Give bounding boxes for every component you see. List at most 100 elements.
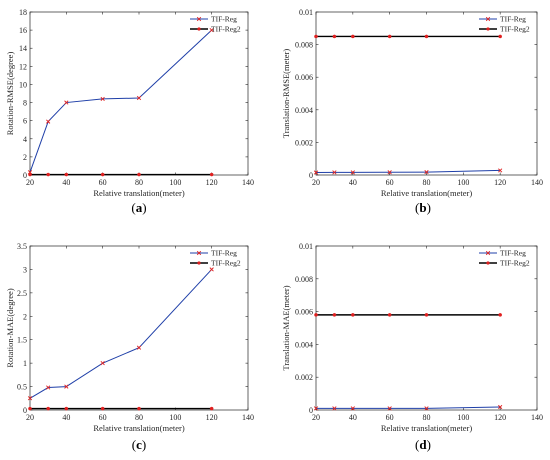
x-tick-label: 100 — [169, 413, 181, 422]
panel-caption: (c) — [132, 437, 146, 452]
y-tick-label: 10 — [19, 80, 27, 89]
data-point-series-1 — [136, 95, 142, 101]
data-point-series-1 — [313, 170, 319, 175]
x-tick-label: 120 — [206, 413, 218, 422]
data-point-series-2 — [314, 313, 318, 317]
legend-marker-1 — [196, 250, 202, 256]
panel-caption: (d) — [415, 437, 431, 452]
data-point-series-2 — [332, 313, 337, 317]
data-point-series-2 — [209, 172, 214, 177]
y-tick-label: 0.01 — [299, 8, 313, 17]
x-tick-label: 40 — [349, 413, 357, 422]
x-tick-label: 120 — [206, 178, 218, 187]
x-tick-label: 140 — [242, 413, 254, 422]
x-tick-label: 100 — [457, 178, 469, 187]
data-point-series-1 — [350, 170, 355, 175]
data-point-series-2 — [64, 406, 69, 411]
legend-marker-1 — [485, 16, 491, 22]
legend-marker-2 — [197, 261, 201, 265]
x-tick-label: 140 — [242, 178, 254, 187]
y-tick-label: 0.006 — [295, 73, 313, 82]
chart-panel-3: 20 40 60 80 100 120 140 0 0.5 1 1.5 2 2.5 3 3.5 Relativ… — [5, 242, 254, 452]
legend-marker-2 — [197, 27, 201, 31]
legend-label-1: TIF-Reg — [500, 249, 526, 258]
x-tick-label: 100 — [457, 413, 469, 422]
series-line-1 — [315, 169, 501, 174]
data-point-series-2 — [498, 313, 502, 317]
data-point-series-1 — [350, 406, 355, 411]
x-tick-label: 60 — [386, 178, 394, 187]
y-tick-label: 2 — [23, 153, 27, 162]
x-tick-label: 120 — [494, 178, 506, 187]
y-tick-label: 0 — [309, 171, 313, 180]
series-line-1 — [316, 406, 501, 409]
y-tick-label: 3.5 — [17, 242, 27, 251]
legend-label-1: TIF-Reg — [211, 15, 237, 24]
chart-panel-4: 20 40 60 80 100 120 140 0 0.002 0.004 0.006 0.008 0.… — [281, 242, 543, 452]
legend-label-2: TIF-Reg2 — [500, 25, 530, 34]
panel-caption: (b) — [415, 200, 431, 215]
data-point-series-1 — [100, 96, 105, 102]
legend-label-2: TIF-Reg2 — [500, 259, 530, 268]
y-tick-label: 0 — [23, 406, 27, 415]
y-tick-label: 4 — [23, 135, 27, 144]
data-point-series-2 — [28, 172, 32, 177]
plot-frame — [29, 245, 249, 411]
data-point-series-1 — [332, 170, 337, 175]
x-tick-label: 20 — [312, 413, 320, 422]
x-axis-label: Relative translation(meter) — [93, 423, 185, 433]
y-tick-label: 12 — [19, 62, 27, 71]
data-point-series-2 — [137, 406, 141, 411]
y-axis-label: Rotation-MAE(degree) — [5, 288, 15, 367]
x-tick-label: 80 — [135, 413, 143, 422]
y-tick-label: 8 — [23, 99, 27, 108]
chart-panel-2: 20 40 60 80 100 120 140 0 0.002 0.004 0.006 0.008 0.… — [281, 8, 543, 215]
y-tick-label: 0.002 — [295, 138, 313, 147]
x-tick-label: 60 — [99, 178, 107, 187]
legend-marker-1 — [485, 250, 491, 256]
data-point-series-2 — [64, 172, 69, 177]
data-point-series-2 — [332, 34, 337, 39]
legend-marker-2 — [486, 261, 490, 265]
y-tick-label: 0.004 — [295, 340, 313, 349]
data-point-series-2 — [100, 172, 105, 177]
data-point-series-2 — [351, 313, 355, 317]
x-tick-label: 40 — [349, 178, 357, 187]
x-tick-label: 40 — [62, 413, 70, 422]
data-point-series-1 — [424, 169, 429, 175]
data-point-series-2 — [424, 313, 429, 317]
chart-panel-1: 20 40 60 80 100 120 140 0 2 4 6 8 10 12 14 16 18 Relative… — [5, 8, 254, 215]
y-tick-label: 0 — [309, 406, 313, 415]
data-point-series-1 — [64, 384, 69, 389]
data-point-series-2 — [498, 34, 502, 39]
x-axis-label: Relative translation(meter) — [381, 423, 473, 433]
data-point-series-1 — [387, 406, 392, 411]
data-point-series-1 — [332, 406, 337, 411]
series-line-1 — [29, 29, 213, 173]
data-point-series-1 — [46, 385, 51, 390]
data-point-series-1 — [313, 406, 319, 411]
data-point-series-2 — [314, 34, 318, 39]
legend-marker-2 — [486, 27, 490, 31]
data-point-series-2 — [46, 406, 50, 411]
x-tick-label: 100 — [169, 178, 181, 187]
y-tick-label: 0 — [23, 171, 27, 180]
x-tick-label: 60 — [386, 413, 394, 422]
legend-label-2: TIF-Reg2 — [211, 259, 241, 268]
legend-label-2: TIF-Reg2 — [211, 25, 241, 34]
data-point-series-1 — [498, 168, 503, 173]
y-tick-label: 3 — [23, 265, 27, 274]
x-tick-label: 40 — [62, 178, 70, 187]
legend-marker-1 — [196, 16, 202, 22]
data-point-series-2 — [46, 172, 50, 177]
data-point-series-2 — [137, 172, 141, 177]
y-tick-label: 16 — [19, 26, 27, 35]
y-tick-label: 14 — [19, 44, 27, 53]
data-point-series-1 — [136, 345, 142, 350]
y-tick-label: 0.5 — [17, 383, 27, 392]
data-point-series-2 — [28, 406, 32, 411]
data-point-series-1 — [46, 119, 51, 124]
x-tick-label: 60 — [99, 413, 107, 422]
x-tick-label: 20 — [26, 178, 34, 187]
y-axis-label: Rotation-RMSE(degree) — [5, 52, 15, 136]
